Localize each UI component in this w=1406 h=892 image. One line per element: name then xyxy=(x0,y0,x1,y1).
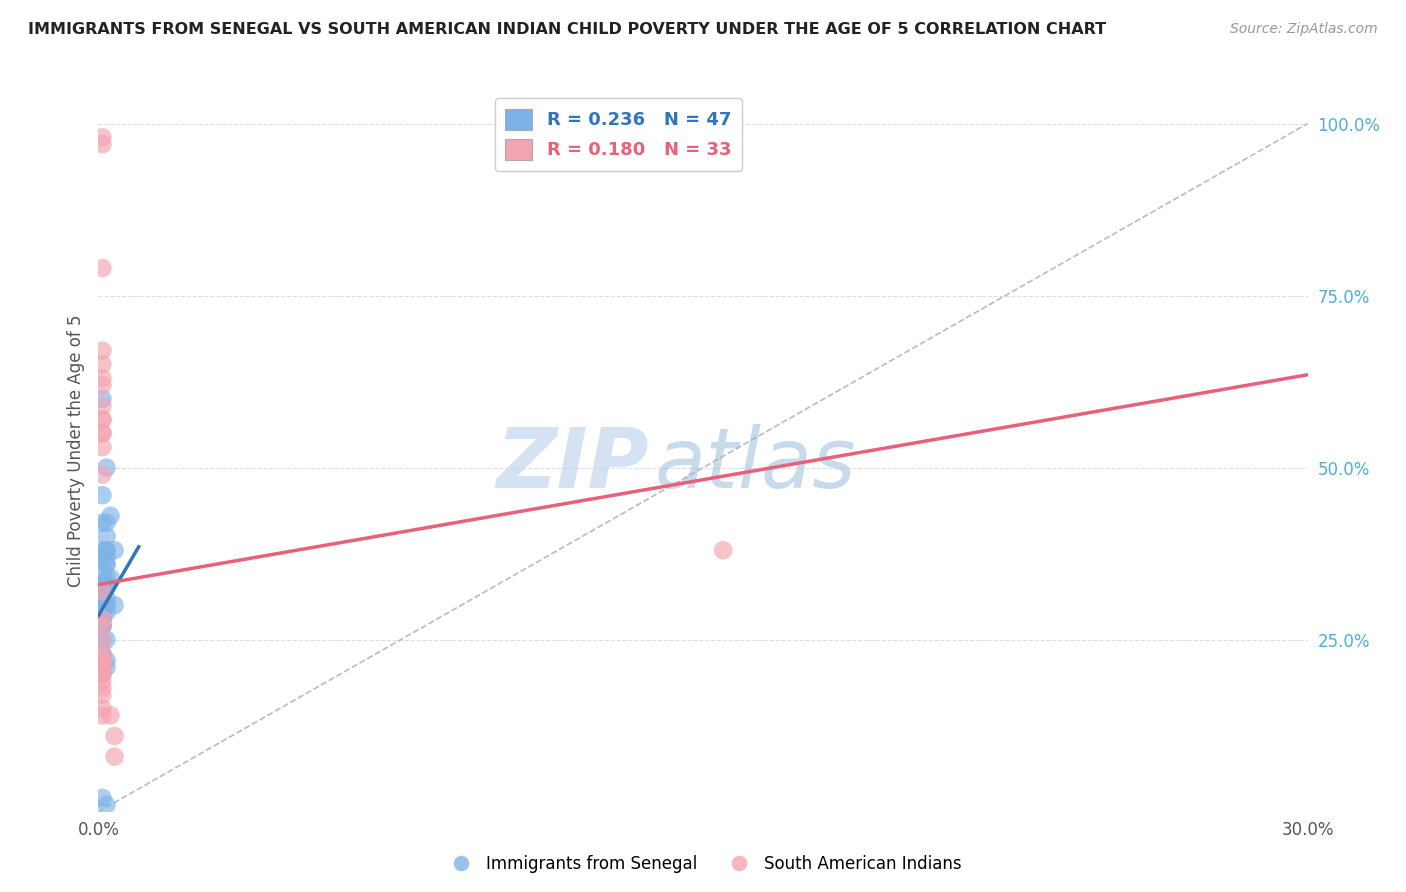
Point xyxy=(91,516,114,530)
Point xyxy=(91,612,114,626)
Point xyxy=(91,426,114,441)
Text: Source: ZipAtlas.com: Source: ZipAtlas.com xyxy=(1230,22,1378,37)
Point xyxy=(96,577,118,591)
Point xyxy=(91,564,114,578)
Text: IMMIGRANTS FROM SENEGAL VS SOUTH AMERICAN INDIAN CHILD POVERTY UNDER THE AGE OF : IMMIGRANTS FROM SENEGAL VS SOUTH AMERICA… xyxy=(28,22,1107,37)
Point xyxy=(91,619,114,633)
Point xyxy=(91,426,114,441)
Point xyxy=(91,467,114,482)
Point xyxy=(96,653,118,667)
Point xyxy=(91,612,114,626)
Point xyxy=(103,599,125,613)
Point xyxy=(96,591,118,606)
Point xyxy=(103,729,125,743)
Point xyxy=(103,749,125,764)
Point xyxy=(96,599,118,613)
Point xyxy=(91,632,114,647)
Point xyxy=(96,543,118,558)
Point xyxy=(91,791,114,805)
Point xyxy=(91,343,114,358)
Point xyxy=(96,529,118,543)
Point xyxy=(91,660,114,674)
Point xyxy=(91,647,114,661)
Point xyxy=(91,612,114,626)
Point xyxy=(91,584,114,599)
Point xyxy=(711,543,734,558)
Point xyxy=(91,653,114,667)
Point xyxy=(91,673,114,688)
Point xyxy=(96,557,118,571)
Point xyxy=(91,647,114,661)
Point xyxy=(91,412,114,426)
Y-axis label: Child Poverty Under the Age of 5: Child Poverty Under the Age of 5 xyxy=(66,314,84,587)
Point xyxy=(91,399,114,413)
Legend: Immigrants from Senegal, South American Indians: Immigrants from Senegal, South American … xyxy=(437,848,969,880)
Point xyxy=(91,667,114,681)
Point xyxy=(96,577,118,591)
Point xyxy=(91,358,114,372)
Point xyxy=(96,571,118,585)
Point xyxy=(91,605,114,619)
Point xyxy=(91,619,114,633)
Point xyxy=(91,619,114,633)
Point xyxy=(91,130,114,145)
Point xyxy=(96,543,118,558)
Point xyxy=(91,261,114,276)
Point xyxy=(96,557,118,571)
Point xyxy=(91,667,114,681)
Text: ZIP: ZIP xyxy=(496,425,648,506)
Point xyxy=(91,612,114,626)
Point xyxy=(103,543,125,558)
Point xyxy=(100,571,122,585)
Point xyxy=(96,460,118,475)
Point xyxy=(91,577,114,591)
Point xyxy=(91,392,114,406)
Point xyxy=(100,708,122,723)
Point xyxy=(96,516,118,530)
Point xyxy=(91,584,114,599)
Point xyxy=(91,701,114,715)
Point xyxy=(91,584,114,599)
Point xyxy=(91,632,114,647)
Point xyxy=(91,599,114,613)
Point xyxy=(91,660,114,674)
Point xyxy=(96,632,118,647)
Point xyxy=(91,605,114,619)
Point xyxy=(96,797,118,812)
Point xyxy=(91,681,114,695)
Point xyxy=(96,605,118,619)
Point xyxy=(91,137,114,152)
Legend: R = 0.236   N = 47, R = 0.180   N = 33: R = 0.236 N = 47, R = 0.180 N = 33 xyxy=(495,98,742,170)
Point xyxy=(91,653,114,667)
Point xyxy=(91,688,114,702)
Point xyxy=(91,543,114,558)
Point xyxy=(96,599,118,613)
Point xyxy=(96,550,118,565)
Point xyxy=(91,412,114,426)
Text: atlas: atlas xyxy=(655,425,856,506)
Point xyxy=(91,488,114,502)
Point xyxy=(91,599,114,613)
Point xyxy=(91,577,114,591)
Point xyxy=(100,508,122,523)
Point xyxy=(91,619,114,633)
Point xyxy=(91,440,114,454)
Point xyxy=(91,708,114,723)
Point xyxy=(96,660,118,674)
Point xyxy=(91,371,114,385)
Point xyxy=(91,612,114,626)
Point xyxy=(91,378,114,392)
